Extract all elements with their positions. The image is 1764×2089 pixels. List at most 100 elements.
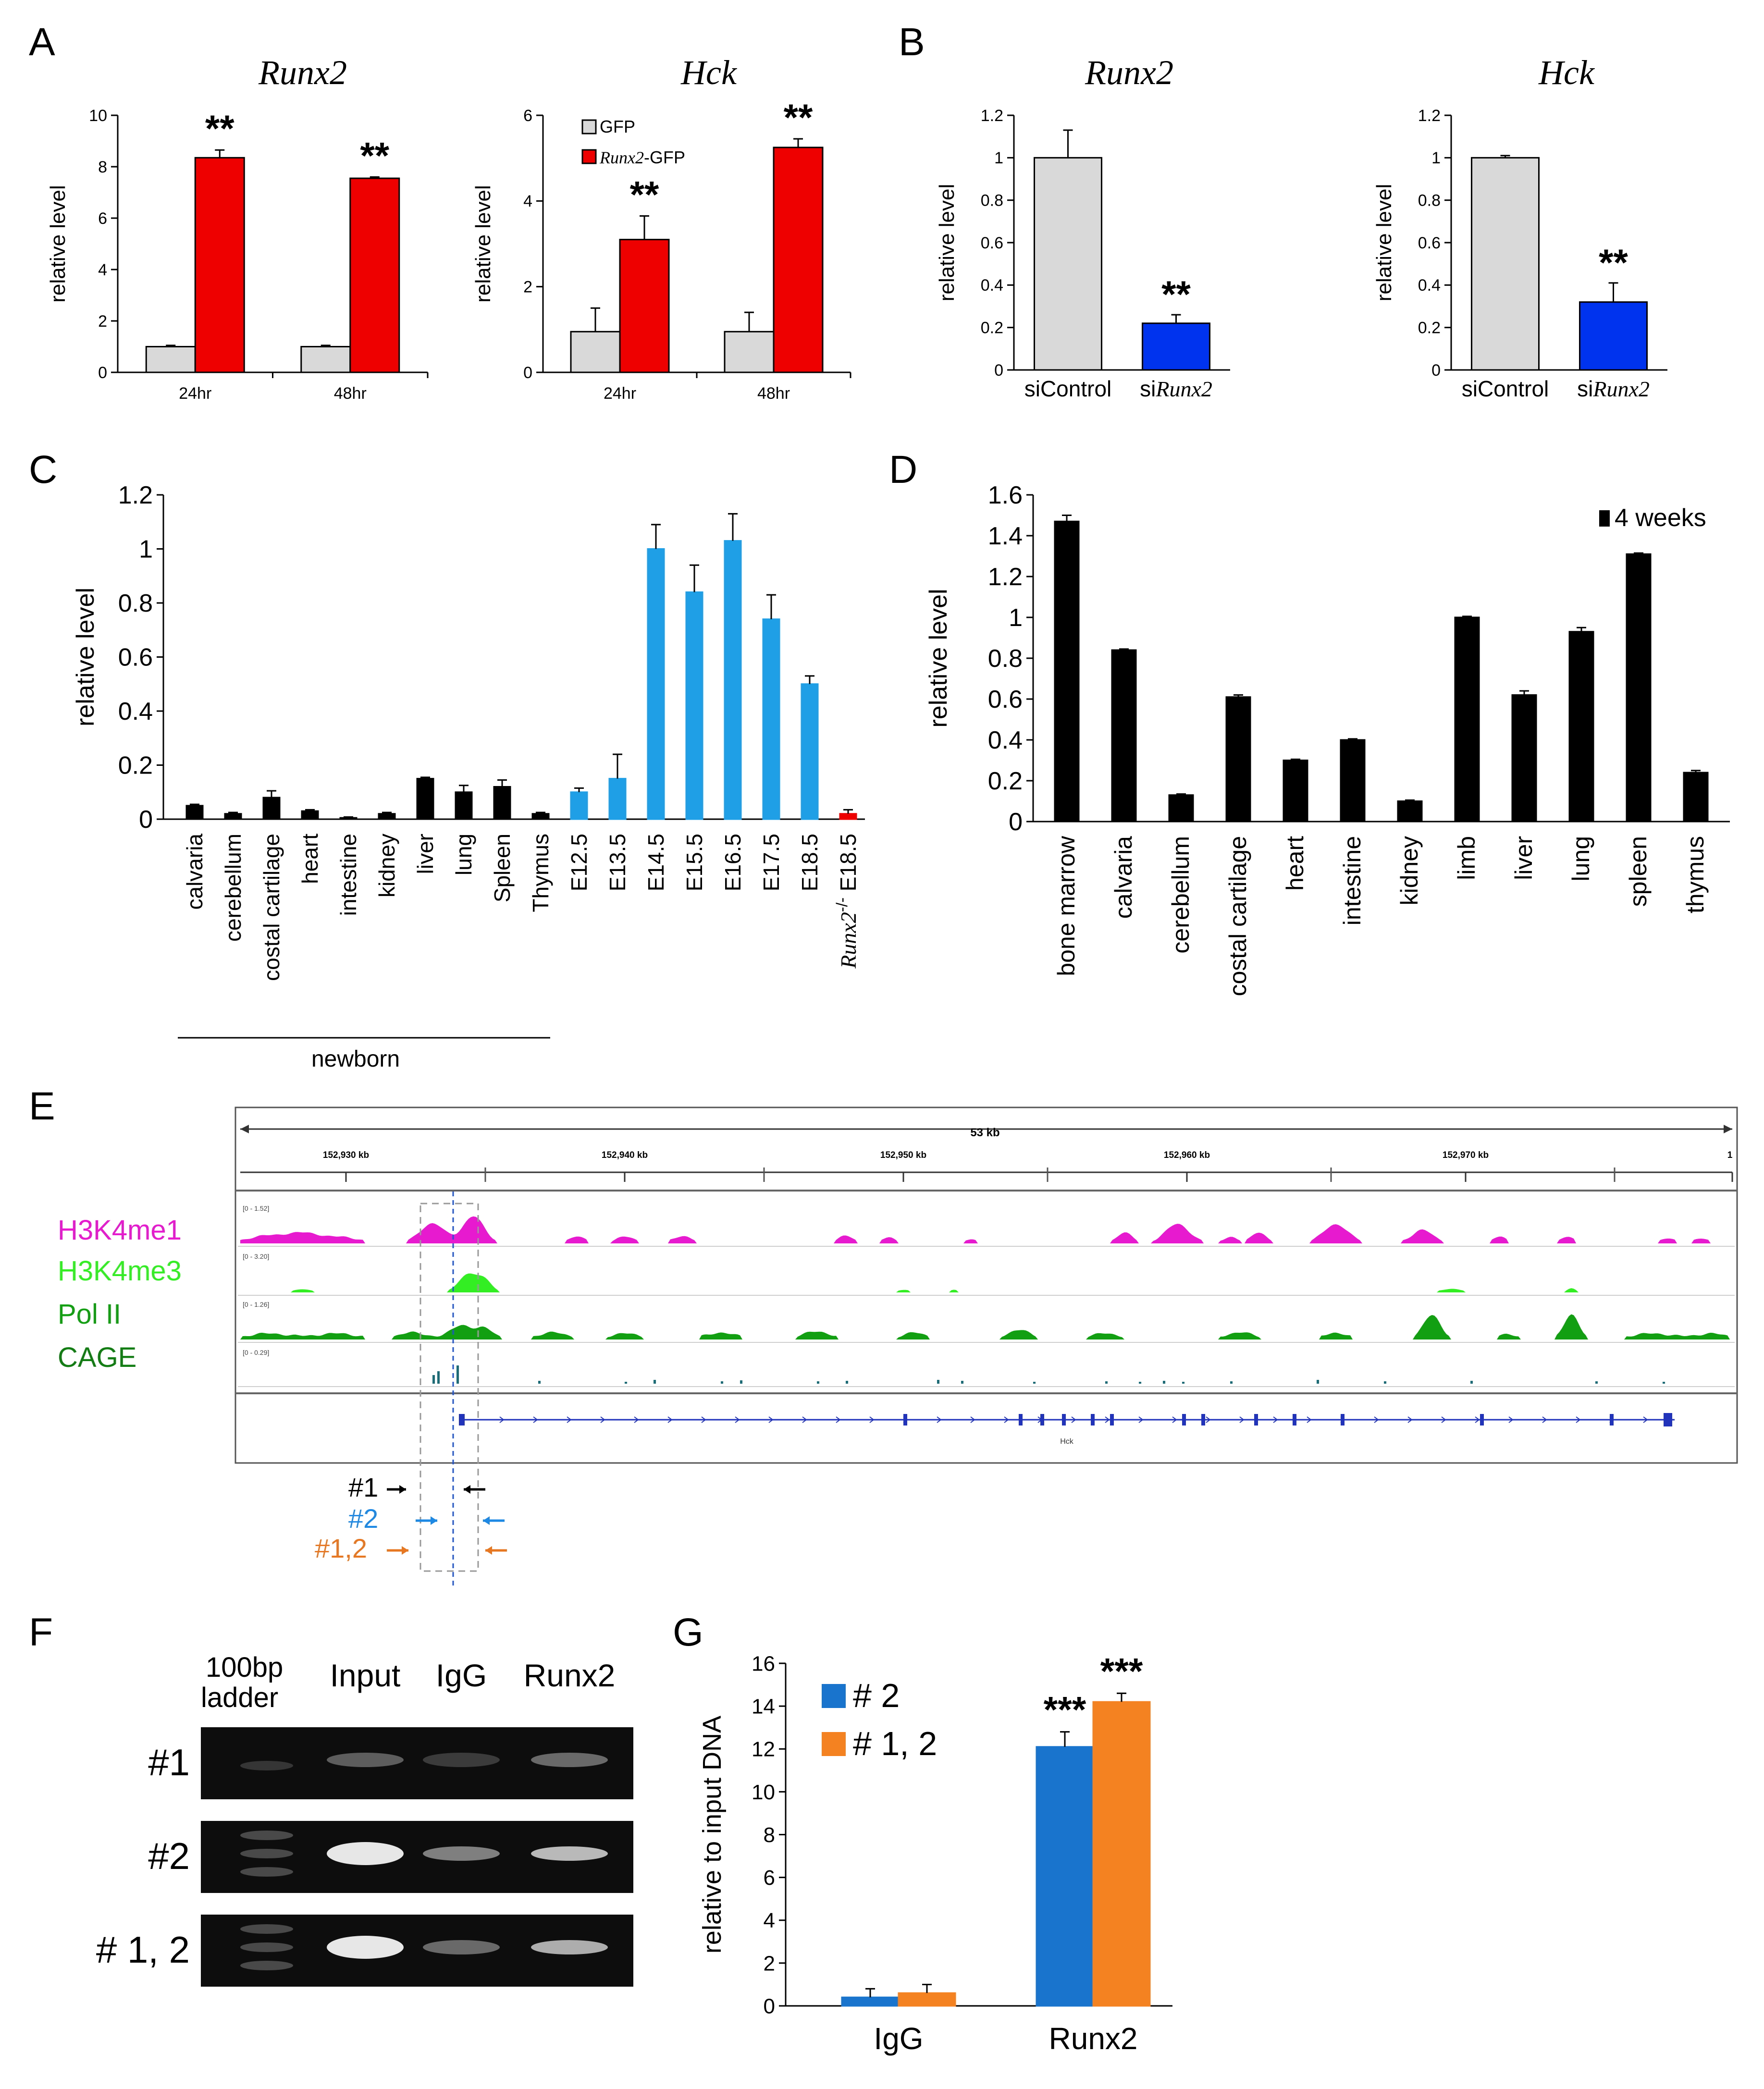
bar xyxy=(145,346,196,373)
strand-arrow xyxy=(701,1416,706,1423)
strand-arrow xyxy=(533,1416,538,1423)
x-tick-label: thymus xyxy=(1682,836,1709,913)
y-tick-label: 2 xyxy=(98,312,107,331)
y-axis-label: relative level xyxy=(935,184,959,302)
y-tick-label: 1.4 xyxy=(988,522,1023,550)
x-tick-label: heart xyxy=(1282,836,1308,891)
x-tick-label: Thymus xyxy=(528,834,553,912)
panel-label-d: D xyxy=(889,448,917,492)
ladder-band xyxy=(240,1849,293,1858)
strand-arrow xyxy=(1407,1416,1413,1423)
y-tick-label: 0.6 xyxy=(118,644,153,672)
y-tick-label: 0.2 xyxy=(981,319,1003,337)
x-tick-label: calvaria xyxy=(182,834,207,910)
strand-arrow xyxy=(1542,1416,1547,1423)
scale-label: 152,970 kb xyxy=(1443,1150,1489,1160)
cage-peak xyxy=(1230,1381,1233,1384)
bar xyxy=(1283,760,1308,823)
y-tick-label: 0.2 xyxy=(988,767,1023,795)
bar xyxy=(194,157,245,373)
bar xyxy=(801,683,819,820)
bar xyxy=(416,778,434,820)
bar xyxy=(349,177,400,373)
y-tick-label: 0.8 xyxy=(988,645,1023,673)
strand-arrow xyxy=(768,1416,774,1423)
y-tick-label: 0.4 xyxy=(988,726,1023,754)
strand-arrow xyxy=(634,1416,639,1423)
lane-label: IgG xyxy=(436,1658,487,1693)
ladder-band xyxy=(240,1924,293,1934)
legend-label-gfp: GFP xyxy=(600,117,635,136)
significance: ** xyxy=(205,107,234,149)
y-tick-label: 0.2 xyxy=(1418,319,1441,337)
exon xyxy=(1254,1414,1258,1425)
panel-label-g: G xyxy=(673,1610,703,1654)
gene-label: Hck xyxy=(1060,1438,1074,1446)
chart-title: Runx2 xyxy=(1085,53,1173,92)
cage-peak xyxy=(1163,1381,1165,1384)
bar xyxy=(1568,631,1594,823)
strand-arrow xyxy=(1138,1416,1144,1423)
y-tick-label: 1 xyxy=(1431,149,1441,167)
pol2-signal xyxy=(240,1314,1732,1339)
x-tick-label: siRunx2 xyxy=(1140,376,1212,401)
y-tick-label: 0 xyxy=(523,364,532,382)
x-tick-label: liver xyxy=(413,834,438,874)
bar xyxy=(1168,794,1194,823)
primer-label: #2 xyxy=(348,1503,378,1534)
cage-peak xyxy=(432,1375,435,1384)
cage-peak xyxy=(721,1381,723,1384)
y-tick-label: 0 xyxy=(764,1994,775,2018)
panel-a-chart-0: Runx2 0 2 4 6 8 10 relative level ** 24hr ** 48hr xyxy=(46,53,429,403)
text-part: si xyxy=(1577,376,1593,401)
cage-peak xyxy=(846,1381,848,1384)
bar xyxy=(455,791,473,820)
legend-swatch-gfp xyxy=(581,119,597,135)
strand-arrow xyxy=(836,1416,841,1423)
x-tick-label: E14.5 xyxy=(643,834,668,891)
text-part: Runx2 xyxy=(599,148,644,167)
cage-peak xyxy=(740,1380,742,1384)
bar xyxy=(185,805,204,820)
bar xyxy=(1511,694,1537,823)
ladder-band xyxy=(240,1961,293,1970)
strand-arrow xyxy=(1172,1416,1177,1423)
bar xyxy=(1034,157,1102,371)
x-tick-label: 48hr xyxy=(757,384,790,403)
x-tick-label: 48hr xyxy=(334,384,367,403)
track-range: [0 - 0.29] xyxy=(243,1349,269,1356)
group-label: newborn xyxy=(311,1046,400,1072)
bar xyxy=(570,791,588,820)
y-tick-label: 4 xyxy=(523,192,532,210)
lane-label: Runx2 xyxy=(524,1658,616,1693)
y-tick-label: 2 xyxy=(523,278,532,296)
track-label: Pol II xyxy=(58,1299,121,1330)
strand-arrow xyxy=(869,1416,875,1423)
x-tick-label: liver xyxy=(1510,836,1537,880)
bar xyxy=(773,147,824,373)
y-tick-label: 0.8 xyxy=(118,590,153,617)
track-range: [0 - 1.26] xyxy=(243,1301,269,1308)
text-part: -GFP xyxy=(644,147,685,167)
strand-arrow xyxy=(567,1416,572,1423)
primer-arrowhead xyxy=(464,1485,470,1494)
bar xyxy=(378,813,396,820)
bar xyxy=(1036,1746,1094,2007)
strand-arrow xyxy=(1576,1416,1581,1423)
strand-arrow xyxy=(600,1416,605,1423)
y-tick-label: 0.4 xyxy=(1418,276,1441,295)
row-label: # 1, 2 xyxy=(96,1929,190,1971)
strand-arrow xyxy=(970,1416,975,1423)
scale-label: 152,960 kb xyxy=(1164,1150,1210,1160)
cage-peak xyxy=(1663,1382,1665,1384)
exon xyxy=(1480,1414,1484,1425)
gel-band xyxy=(327,1936,404,1959)
y-axis-label: relative level xyxy=(46,185,70,303)
y-axis-label: relative level xyxy=(471,185,495,303)
genome-browser: 53 kb 152,930 kb 152,940 kb 152,950 kb 152,9… xyxy=(58,1106,1738,1588)
x-tick-label: kidney xyxy=(1396,836,1423,906)
text-part: Runx2 xyxy=(1155,377,1212,401)
x-tick-label: Spleen xyxy=(490,834,515,902)
x-tick-label: E17.5 xyxy=(759,834,784,891)
y-tick-label: 2 xyxy=(764,1952,775,1975)
